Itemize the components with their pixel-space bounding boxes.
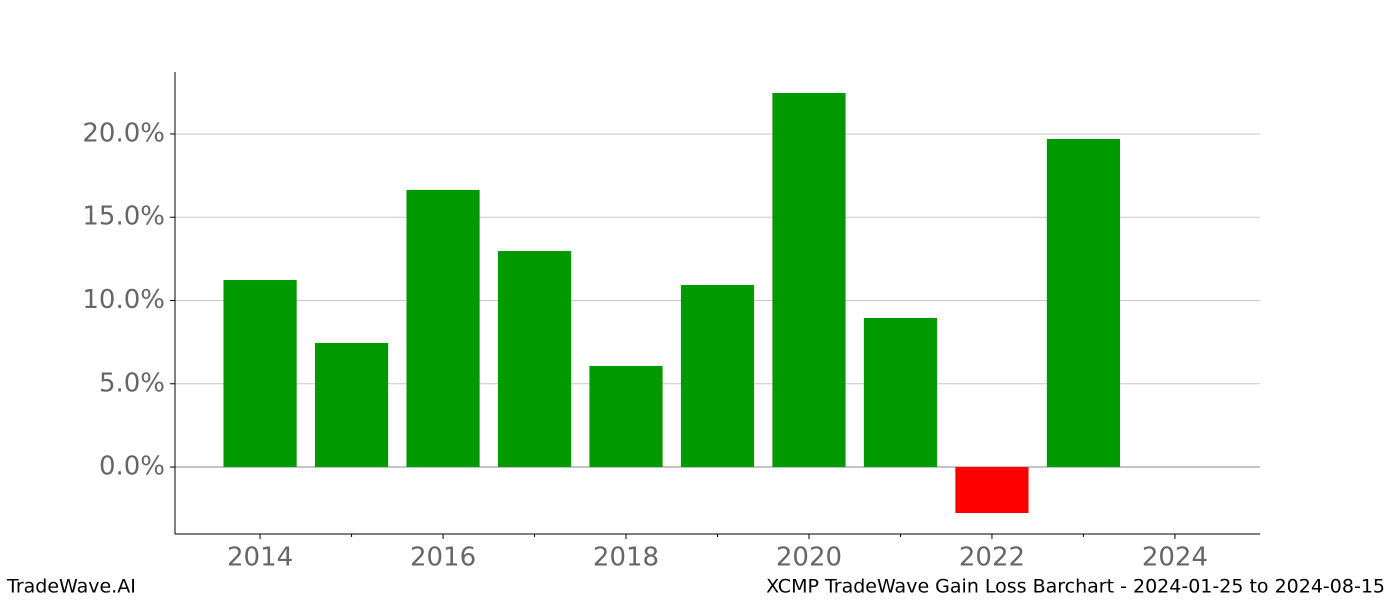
x-tick-label: 2024 — [1142, 543, 1208, 573]
x-tick-label: 2018 — [593, 543, 659, 573]
bar — [863, 317, 938, 468]
y-tick-label: 0.0% — [99, 452, 165, 482]
bar — [314, 342, 389, 468]
y-tick-label: 15.0% — [82, 202, 165, 232]
bar — [955, 467, 1029, 514]
footer-right: XCMP TradeWave Gain Loss Barchart - 2024… — [766, 576, 1385, 598]
bar — [772, 92, 846, 468]
bar — [1046, 138, 1121, 468]
footer-left: TradeWave.AI — [6, 576, 136, 598]
y-tick-label: 10.0% — [82, 285, 165, 315]
x-tick-label: 2016 — [410, 543, 476, 573]
x-tick-label: 2022 — [959, 543, 1025, 573]
y-tick-label: 5.0% — [99, 368, 165, 398]
y-tick-label: 20.0% — [82, 118, 165, 148]
bar — [406, 189, 480, 468]
x-tick-label: 2020 — [776, 543, 842, 573]
bar — [589, 365, 663, 468]
x-tick-label: 2014 — [227, 543, 293, 573]
bar — [680, 285, 755, 468]
bar — [497, 251, 572, 468]
bar — [223, 280, 297, 468]
